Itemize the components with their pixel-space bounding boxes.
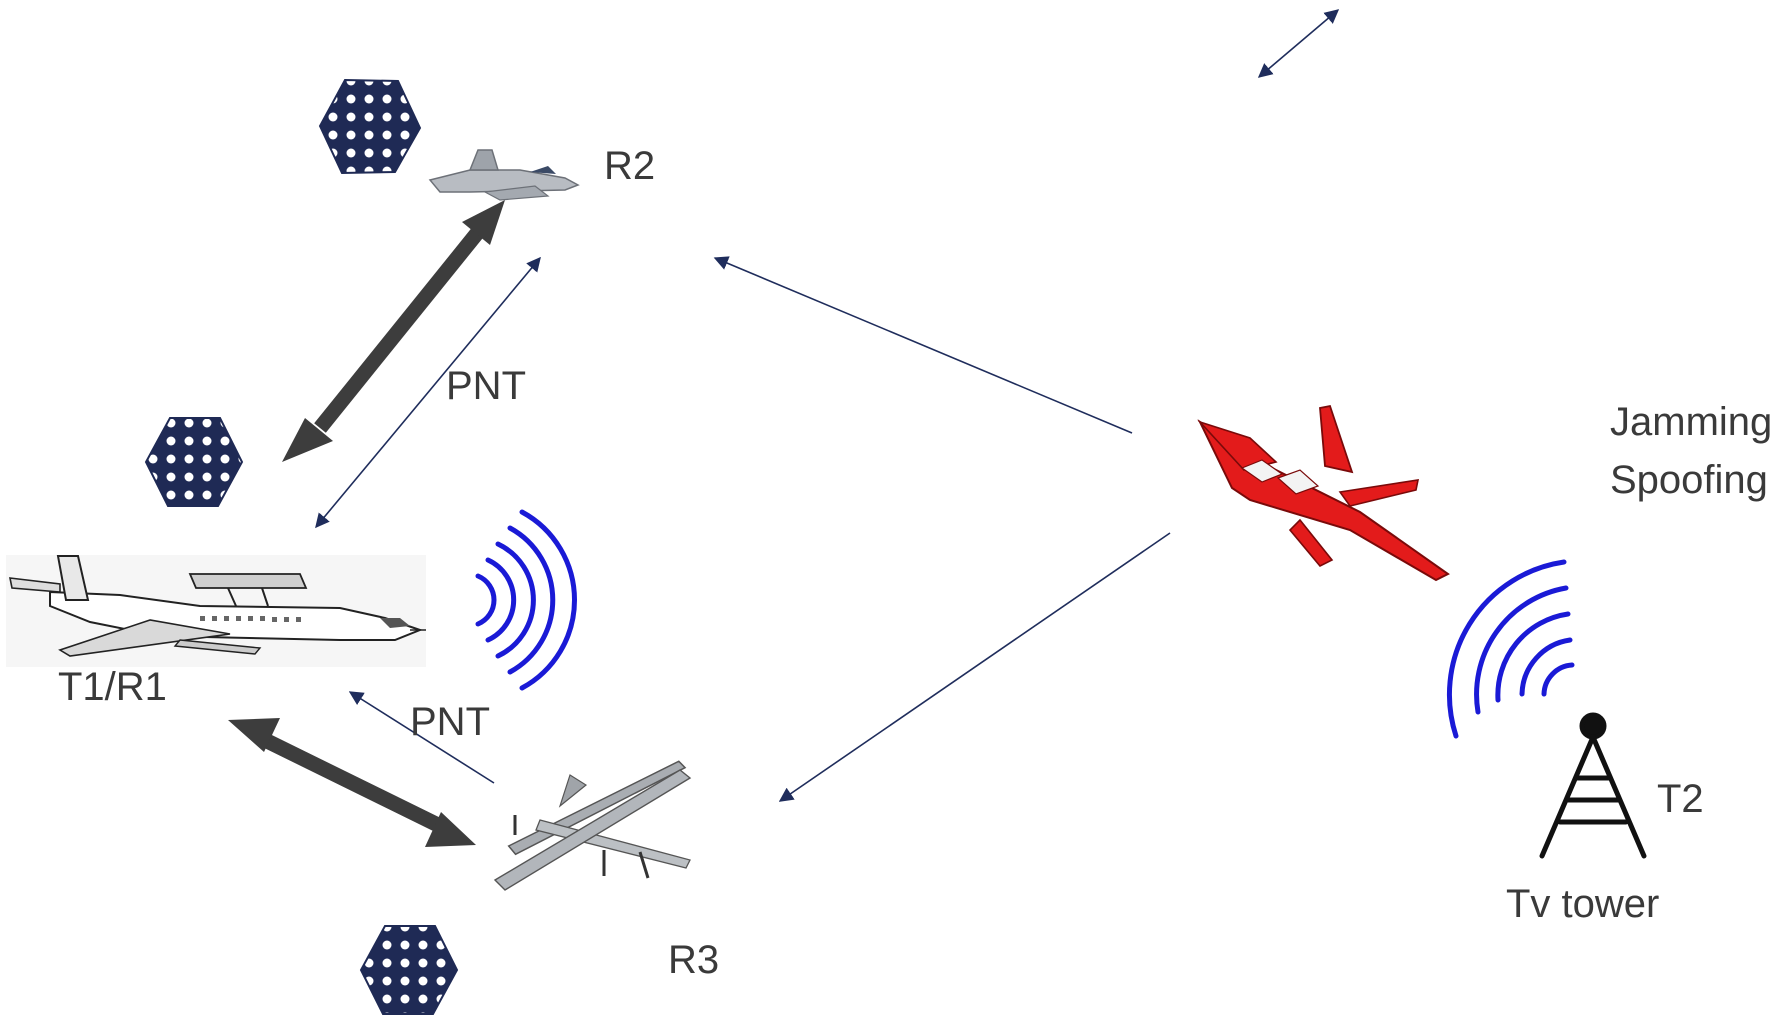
signal-waves-icon	[475, 509, 578, 691]
red-jammer-jet-icon	[1197, 404, 1450, 582]
node-label-r3: R3	[668, 938, 720, 982]
jamming-link-to-r2	[713, 256, 1133, 434]
drone-uav-icon	[493, 760, 692, 891]
fighter-jet-icon	[428, 149, 580, 201]
jamming-link-to-r3	[778, 532, 1171, 802]
pnt-label-upper: PNT	[446, 364, 526, 408]
thick-link-t1-r3	[228, 718, 476, 847]
satellite-icon	[318, 78, 422, 175]
tower-signal-waves-icon	[1447, 559, 1575, 739]
awacs-aircraft-icon	[6, 555, 426, 667]
thick-link-t1-r2	[282, 200, 505, 462]
node-label-t1r1: T1/R1	[58, 665, 167, 709]
pnt-label-lower: PNT	[410, 700, 490, 744]
satellite-icon	[144, 417, 244, 507]
node-label-r2: R2	[604, 144, 656, 188]
spoofing-label: Spoofing	[1610, 458, 1768, 502]
pnt-link-r3-t1	[348, 691, 495, 784]
satellite-icon	[359, 925, 459, 1015]
pnt-link-r2-t1	[315, 256, 541, 529]
tv-tower-label: Tv tower	[1506, 882, 1660, 926]
jamming-label: Jamming	[1610, 400, 1773, 444]
legend-bidirectional-arrow	[1257, 9, 1340, 78]
node-label-t2: T2	[1657, 777, 1704, 821]
tv-tower-icon	[1539, 712, 1647, 859]
